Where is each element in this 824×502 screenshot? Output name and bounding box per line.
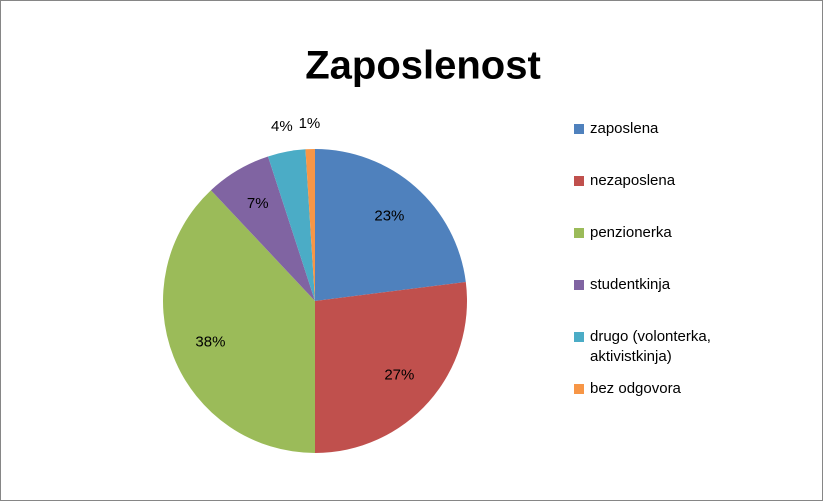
legend-label: zaposlena (590, 120, 659, 137)
chart-title: Zaposlenost (305, 44, 541, 88)
data-label: 4% (271, 118, 293, 135)
legend-swatch (574, 384, 584, 394)
legend-item: penzionerka (574, 223, 774, 275)
pie-slice (268, 149, 315, 301)
legend-label: nezaposlena (590, 172, 676, 189)
pie-slice (315, 149, 466, 301)
legend-label: penzionerka (590, 224, 672, 241)
legend-item: studentkinja (574, 275, 774, 327)
data-label: 1% (299, 115, 321, 132)
legend-label: studentkinja (590, 276, 671, 293)
legend-label: bez odgovora (590, 380, 681, 397)
legend-swatch (574, 176, 584, 186)
legend-swatch (574, 124, 584, 134)
legend-item: nezaposlena (574, 171, 774, 223)
legend-swatch (574, 332, 584, 342)
legend: zaposlena nezaposlena penzionerka studentki… (574, 119, 774, 431)
legend-swatch (574, 280, 584, 290)
data-label: 38% (195, 333, 225, 350)
pie-slice (210, 156, 315, 301)
data-label: 23% (374, 208, 404, 225)
legend-label: drugo (volonterka, aktivistkinja) (590, 328, 711, 365)
pie-slice (162, 190, 315, 453)
pie-slice (315, 281, 467, 453)
data-label: 7% (247, 195, 269, 212)
legend-swatch (574, 228, 584, 238)
legend-item: bez odgovora (574, 379, 774, 431)
pie-slice (305, 149, 315, 301)
legend-item: zaposlena (574, 119, 774, 171)
data-label: 27% (384, 366, 414, 383)
legend-item: drugo (volonterka, aktivistkinja) (574, 327, 774, 379)
